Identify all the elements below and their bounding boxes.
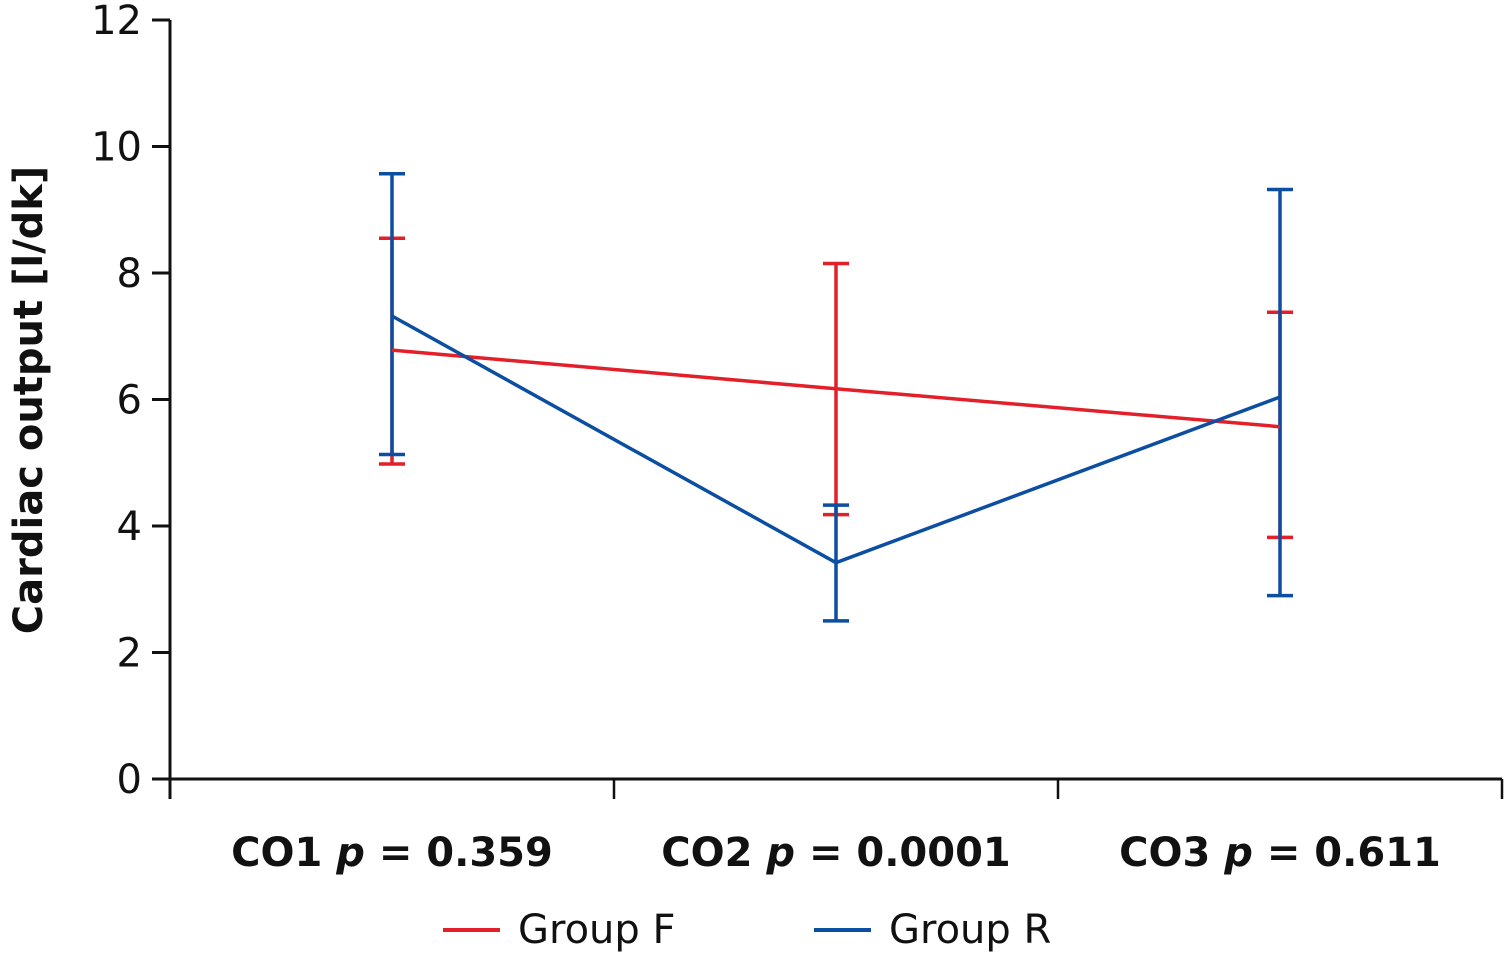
p-symbol: p <box>1223 830 1253 876</box>
x-labels: CO1 p = 0.359 CO2 p = 0.0001 CO3 p = 0.611 <box>231 830 1441 876</box>
legend-label: Group F <box>518 907 676 953</box>
y-tick-label: 2 <box>117 631 142 677</box>
category-name: CO2 <box>661 830 766 876</box>
legend-item: Group F <box>443 907 676 953</box>
category-name: CO3 <box>1119 830 1224 876</box>
p-value: = 0.0001 <box>795 830 1011 876</box>
series-group-r <box>379 171 1293 623</box>
y-tick-label: 6 <box>117 378 142 424</box>
series-layer <box>379 171 1293 623</box>
p-value: = 0.611 <box>1253 830 1441 876</box>
y-tick-label: 12 <box>91 0 142 44</box>
x-category-label: CO2 p = 0.0001 <box>661 830 1011 876</box>
p-symbol: p <box>335 830 365 876</box>
p-value: = 0.359 <box>365 830 553 876</box>
legend-item: Group R <box>814 907 1051 953</box>
y-tick-label: 4 <box>117 504 142 550</box>
y-tick-label: 10 <box>91 125 142 171</box>
y-tick-label: 0 <box>117 757 142 803</box>
x-category-label: CO3 p = 0.611 <box>1119 830 1441 876</box>
legend-label: Group R <box>889 907 1051 953</box>
y-ticks: 0 2 4 6 8 10 12 <box>91 0 170 803</box>
y-axis-label: Cardiac output [l/dk] <box>6 166 52 634</box>
axes <box>168 20 1504 799</box>
x-category-label: CO1 p = 0.359 <box>231 830 553 876</box>
p-symbol: p <box>765 830 795 876</box>
legend: Group F Group R <box>443 907 1051 953</box>
category-name: CO1 <box>231 830 336 876</box>
y-tick-label: 8 <box>117 251 142 297</box>
